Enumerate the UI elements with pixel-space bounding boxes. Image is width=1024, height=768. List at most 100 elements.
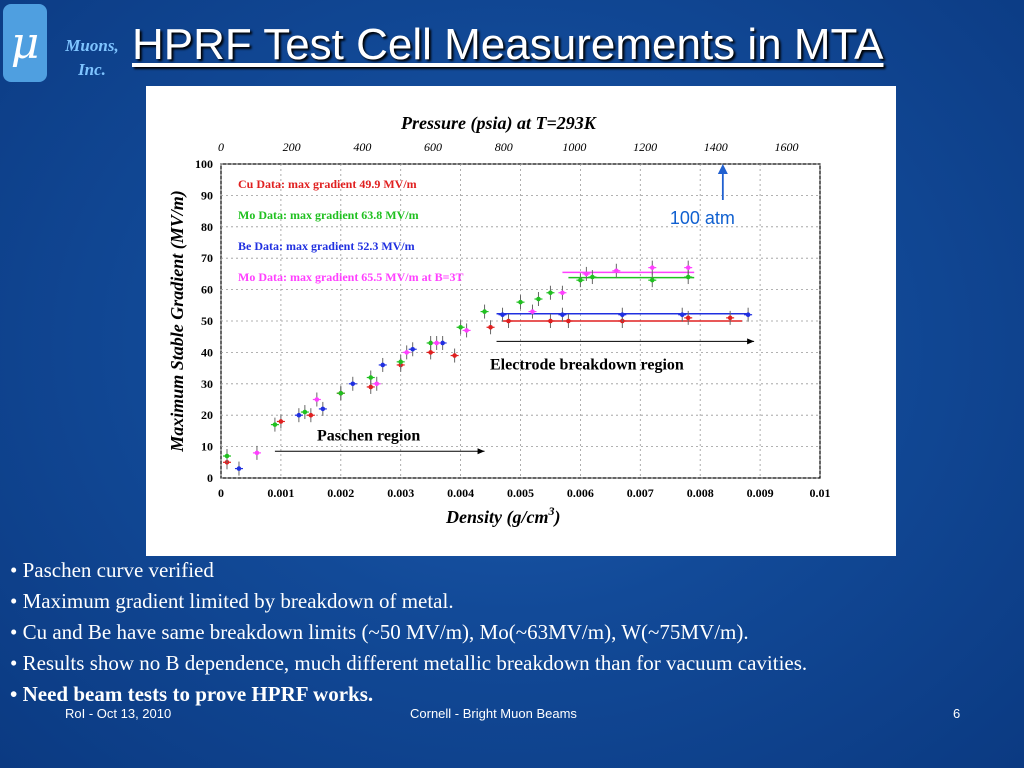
atm-label: 100 atm [670,208,735,228]
data-point [679,312,685,318]
data-point [440,340,445,346]
data-point [374,381,380,387]
data-point [482,309,487,314]
top-tick-label: 1400 [704,140,728,154]
chart: 0 0.001 0.002 0.003 0.004 0.005 0.006 0.007 0.00… [167,113,831,528]
data-point [410,346,415,352]
bullet-list: • Paschen curve verified • Maximum gradi… [10,555,807,710]
data-point [590,274,595,280]
y-tick-label: 20 [201,408,213,422]
x-tick-label: 0 [218,486,224,500]
y-tick-label: 10 [201,440,213,454]
mu-symbol: μ [10,17,40,69]
data-point [506,318,511,324]
data-point [560,290,565,296]
data-point [566,318,571,324]
data-point [745,312,751,318]
legend-entry: Mo Data: max gradient 65.5 MV/m at B=3T [238,270,463,284]
data-point [320,406,326,412]
data-point [500,312,505,318]
data-point [224,453,230,459]
data-point [398,359,403,365]
x-tick-label: 0.002 [327,486,354,500]
bullet-item: • Cu and Be have same breakdown limits (… [10,620,749,644]
data-point [685,315,691,321]
x-tick-label: 0.003 [387,486,414,500]
data-point [620,312,625,318]
x-axis-label-close: ) [552,507,560,528]
top-tick-label: 1600 [774,140,798,154]
data-point [548,318,553,324]
x-tick-label: 0.004 [447,486,474,500]
chart-panel: 0 0.001 0.002 0.003 0.004 0.005 0.006 0.007 0.00… [146,86,896,556]
data-point [272,422,278,427]
data-point [368,375,374,380]
x-tick-label: 0.01 [810,486,831,500]
data-point [254,450,260,456]
electrode-region-label: Electrode breakdown region [490,357,684,374]
top-tick-label: 400 [353,140,371,154]
atm-arrow-head [717,164,728,174]
x-tick-label: 0.007 [627,486,654,500]
data-point [488,324,493,330]
bullet-item: • Paschen curve verified [10,558,214,582]
data-point [584,271,589,277]
data-point [434,340,439,346]
y-tick-label: 60 [201,283,213,297]
data-point [649,265,655,270]
chart-title: Pressure (psia) at T=293K [400,113,598,134]
data-point [302,409,308,415]
x-tick-label: 0.001 [267,486,294,500]
footer-title: Cornell - Bright Muon Beams [410,706,577,721]
legend-entry: Cu Data: max gradient 49.9 MV/m [238,177,417,191]
data-point [350,381,356,387]
data-point [404,350,409,355]
x-tick-label: 0.005 [507,486,534,500]
y-axis-label: Maximum Stable Gradient (MV/m) [167,190,188,453]
footer-date: RoI - Oct 13, 2010 [65,706,172,721]
x-tick-label: 0.006 [567,486,594,500]
data-point [536,296,541,302]
top-tick-label: 600 [424,140,442,154]
data-point [649,277,655,283]
top-tick-label: 1000 [562,140,586,154]
x-axis-label: Density (g/cm3) [445,504,560,528]
bullet-item: • Maximum gradient limited by breakdown … [10,589,454,613]
x-axis-label-superscript: 3 [547,504,554,518]
slide-title: HPRF Test Cell Measurements in MTA [132,20,884,69]
data-point [614,268,619,274]
y-tick-label: 50 [201,314,213,328]
data-point [338,390,344,396]
data-point [464,328,469,333]
top-tick-label: 0 [218,140,224,154]
data-point [518,299,523,305]
legend-entry: Mo Data: max gradient 63.8 MV/m [238,208,419,222]
data-point [428,350,433,355]
data-point [548,290,553,296]
paschen-region-label: Paschen region [317,427,420,444]
data-point [368,384,374,390]
data-point [452,353,457,358]
top-tick-label: 800 [495,140,513,154]
bullet-item: • Results show no B dependence, much dif… [10,651,808,675]
data-point [458,324,463,330]
legend-entry: Be Data: max gradient 52.3 MV/m [238,239,415,253]
data-point [560,312,565,318]
y-tick-label: 70 [201,251,213,265]
bullet-item: • Need beam tests to prove HPRF works. [10,682,374,706]
top-tick-label: 200 [283,140,301,154]
y-tick-label: 40 [201,345,213,359]
x-tick-label: 0.008 [687,486,714,500]
paschen-arrow-head [477,448,485,455]
y-tick-label: 100 [195,157,213,171]
y-tick-label: 30 [201,377,213,391]
data-point [308,412,314,418]
x-tick-label: 0.009 [747,486,774,500]
electrode-arrow-head [747,338,755,345]
data-point [380,362,386,368]
muons-logo: μ [3,4,47,82]
data-point [685,265,691,270]
data-point [314,397,320,402]
y-tick-label: 0 [207,471,213,485]
data-point [727,315,733,321]
